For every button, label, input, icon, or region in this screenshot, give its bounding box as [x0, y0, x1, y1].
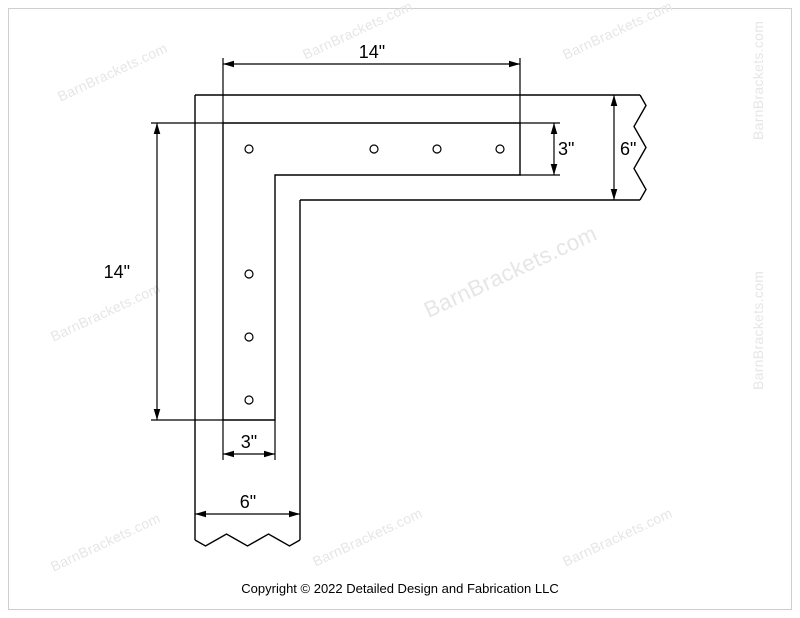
drawing-svg: 14" 14" 3" 6" 3" 6"	[0, 0, 800, 618]
drawing-canvas: BarnBrackets.comBarnBrackets.comBarnBrac…	[0, 0, 800, 618]
copyright-text: Copyright © 2022 Detailed Design and Fab…	[0, 581, 800, 596]
svg-text:14": 14"	[104, 262, 130, 282]
svg-text:6": 6"	[240, 492, 256, 512]
svg-text:3": 3"	[558, 139, 574, 159]
svg-text:14": 14"	[359, 42, 385, 62]
svg-text:3": 3"	[241, 432, 257, 452]
svg-text:6": 6"	[620, 139, 636, 159]
